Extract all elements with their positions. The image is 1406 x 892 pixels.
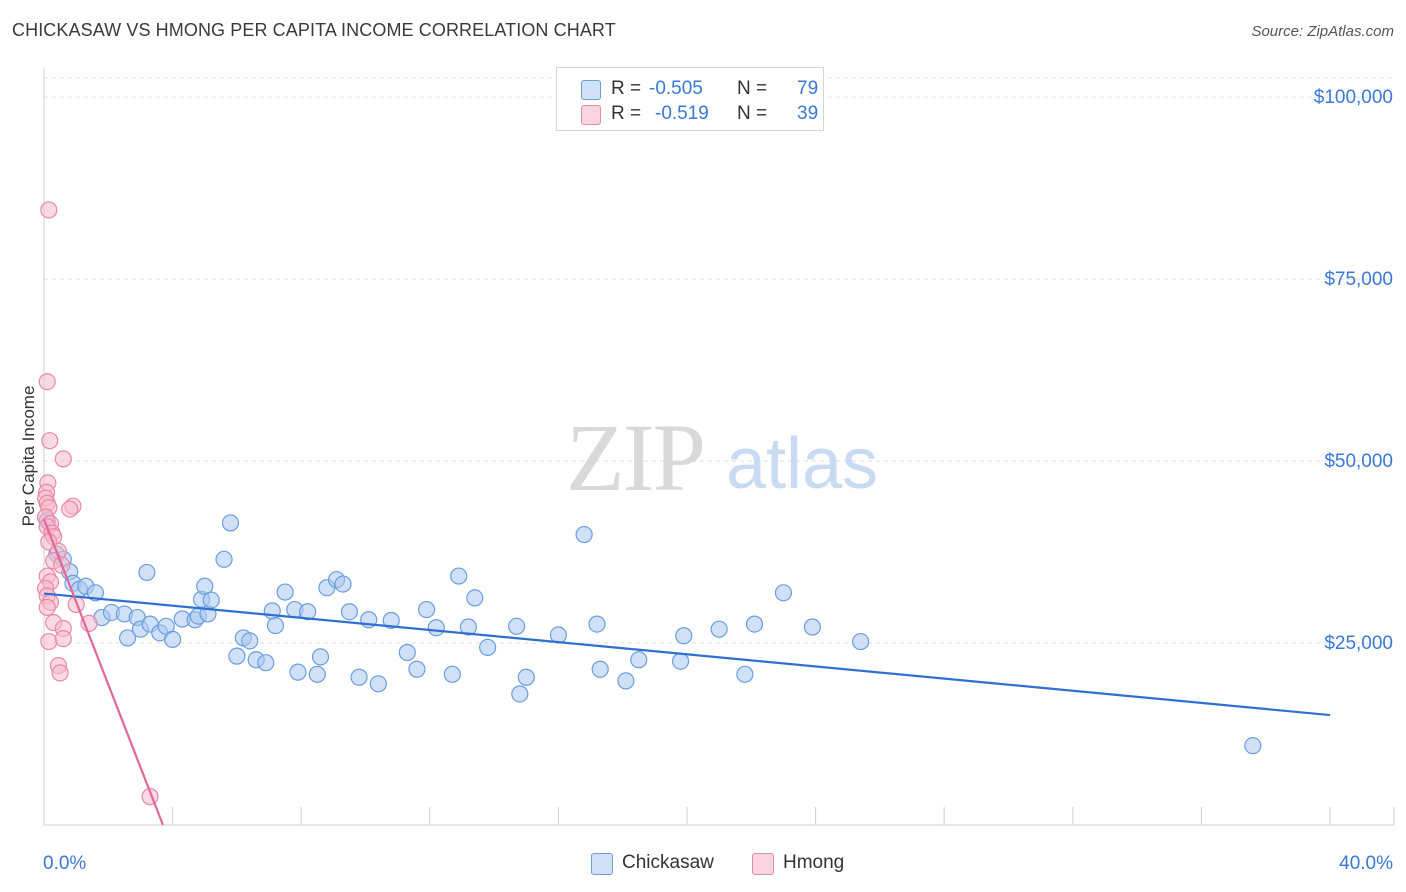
source-label: Source: ZipAtlas.com	[1251, 23, 1394, 40]
y-tick-label: $25,000	[1324, 633, 1393, 654]
chickasaw-point	[276, 583, 294, 601]
y-tick-label: $75,000	[1324, 269, 1393, 290]
chickasaw-point	[591, 660, 609, 678]
chickasaw-point	[369, 675, 387, 693]
y-tick-label: $100,000	[1314, 87, 1393, 108]
legend-r-value: -0.519	[655, 103, 709, 124]
chickasaw-point	[710, 620, 728, 638]
x-tick-label-max: 40.0%	[1339, 853, 1393, 874]
x-tick-label-min: 0.0%	[43, 853, 86, 874]
chickasaw-point	[675, 627, 693, 645]
chickasaw-point	[803, 618, 821, 636]
watermark-zip: ZIP	[566, 404, 704, 511]
y-axis-label: Per Capita Income	[19, 386, 38, 527]
chickasaw-point	[466, 589, 484, 607]
series-chickasaw-points	[38, 512, 1262, 755]
series-label-chickasaw: Chickasaw	[622, 852, 714, 873]
chickasaw-point	[221, 514, 240, 532]
chickasaw-point	[479, 638, 497, 656]
legend-n-label: N =	[737, 78, 768, 99]
x-tick-labels: 0.0% 40.0%	[43, 853, 1393, 874]
chickasaw-point	[299, 603, 317, 621]
chickasaw-point	[745, 615, 764, 633]
chickasaw-point	[241, 632, 259, 650]
series-swatch-chickasaw	[591, 853, 613, 875]
chickasaw-point	[450, 567, 468, 585]
hmong-point	[41, 432, 59, 450]
legend-n-label: N =	[737, 103, 768, 124]
chickasaw-point	[164, 630, 182, 648]
chickasaw-point	[340, 603, 359, 621]
chickasaw-point	[202, 591, 220, 609]
chickasaw-point	[1244, 737, 1262, 755]
chickasaw-point	[118, 629, 137, 647]
hmong-trend-line	[42, 518, 164, 826]
chickasaw-point	[427, 619, 445, 637]
hmong-point	[51, 664, 69, 682]
chickasaw-point	[257, 654, 275, 672]
chickasaw-point	[311, 648, 330, 666]
legend-swatch-hmong	[581, 105, 601, 125]
y-tick-label: $50,000	[1324, 451, 1393, 472]
axes	[43, 68, 1395, 826]
stats-legend: R = -0.505 N = 79 R = -0.519 N = 39	[556, 67, 824, 131]
series-swatch-hmong	[752, 853, 774, 875]
chickasaw-trend-line	[43, 592, 1331, 717]
chickasaw-point	[289, 663, 307, 681]
legend-r-value: -0.505	[649, 78, 703, 99]
chickasaw-point	[508, 617, 526, 635]
chickasaw-point	[408, 660, 426, 678]
hmong-point	[54, 450, 72, 468]
chickasaw-point	[334, 575, 352, 593]
chickasaw-point	[852, 632, 870, 651]
hmong-point	[38, 598, 56, 616]
chickasaw-point	[196, 577, 214, 595]
grid-lines	[44, 77, 1394, 644]
legend-n-value: 79	[797, 78, 819, 99]
legend-swatch-chickasaw	[581, 80, 601, 100]
chickasaw-point	[459, 618, 477, 636]
chickasaw-point	[588, 615, 606, 633]
watermark: ZIP atlas	[566, 404, 878, 511]
chickasaw-point	[228, 647, 246, 665]
chickasaw-point	[86, 584, 105, 602]
legend-n-value: 39	[797, 103, 819, 124]
chickasaw-point	[398, 643, 416, 662]
chickasaw-point	[774, 584, 793, 602]
hmong-point	[38, 373, 56, 391]
series-label-hmong: Hmong	[783, 852, 845, 873]
hmong-point	[40, 632, 58, 651]
trend-lines	[42, 518, 1331, 826]
chickasaw-point	[350, 668, 368, 686]
legend-r-label: R =	[611, 103, 642, 124]
chickasaw-point	[630, 651, 648, 669]
hmong-point	[54, 630, 72, 648]
chickasaw-point	[138, 563, 156, 582]
watermark-atlas: atlas	[726, 424, 878, 504]
chickasaw-point	[617, 672, 635, 690]
chickasaw-point	[575, 525, 593, 544]
legend-r-label: R =	[611, 78, 642, 99]
hmong-point	[61, 500, 79, 518]
chickasaw-point	[215, 550, 233, 568]
chickasaw-point	[382, 611, 400, 630]
chickasaw-point	[417, 600, 436, 619]
hmong-point	[40, 201, 58, 219]
chickasaw-point	[443, 665, 461, 683]
chickasaw-point	[517, 668, 535, 686]
chickasaw-point	[736, 665, 754, 683]
chickasaw-point	[671, 652, 690, 670]
chickasaw-point	[308, 665, 326, 683]
series-hmong-points	[37, 201, 159, 806]
y-tick-labels: $25,000 $50,000 $75,000 $100,000	[1314, 87, 1393, 654]
chickasaw-point	[266, 616, 285, 635]
chart-title: CHICKASAW VS HMONG PER CAPITA INCOME COR…	[12, 20, 616, 40]
chickasaw-point	[511, 685, 529, 703]
